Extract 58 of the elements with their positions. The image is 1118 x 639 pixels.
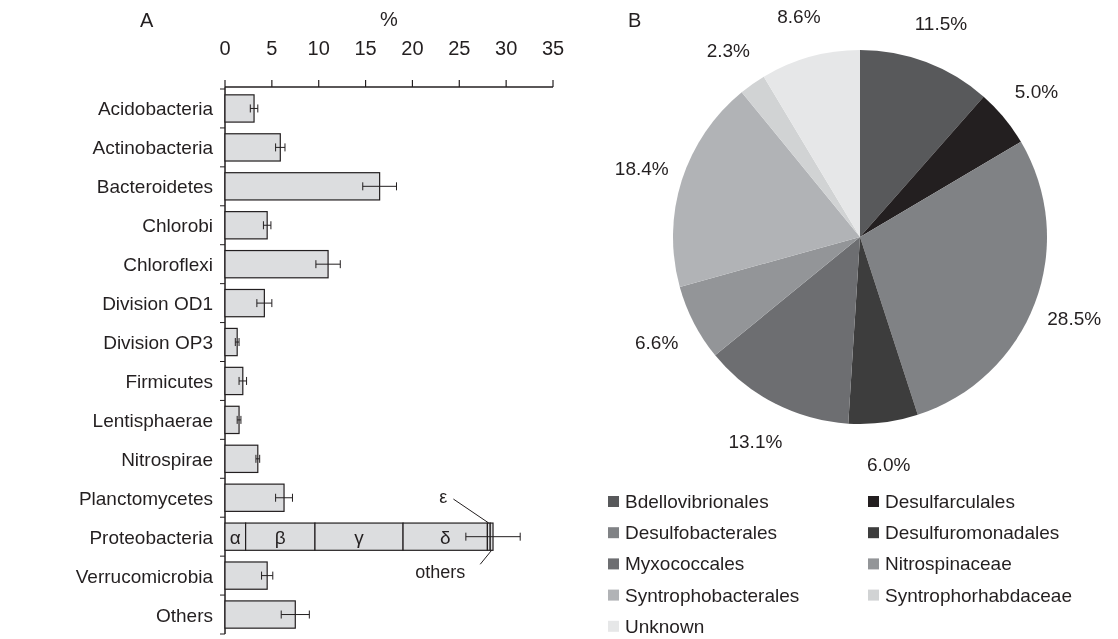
x-tick-label: 35 [541, 37, 565, 59]
data-label: 18.4% [614, 157, 669, 179]
legend-label: Syntrophobacterales [625, 584, 800, 606]
y-tick-label: Actinobacteria [92, 137, 214, 159]
pie-slice [741, 76, 860, 237]
text: ε [439, 487, 448, 508]
data-label: 8.6% [777, 6, 821, 28]
x-tick-label: 30 [495, 37, 518, 59]
chart-title: B [628, 9, 642, 31]
data-label: 11.5% [914, 12, 968, 34]
pie-slice [679, 237, 860, 356]
y-tick-label: Planctomycetes [78, 487, 213, 509]
legend-label: Desulfuromonadales [885, 522, 1060, 544]
legend-label: Unknown [625, 615, 705, 637]
legend-label: Nitrospinaceae [885, 553, 1012, 575]
legend-label: Desulfobacterales [625, 522, 778, 544]
series-label: γ [354, 526, 365, 548]
x-tick-label: 25 [448, 37, 471, 59]
legend-label: Desulfarculales [885, 491, 1015, 512]
pie-slice [860, 96, 1021, 237]
y-tick-label: Nitrospirae [121, 448, 213, 470]
x-tick-label: 10 [307, 37, 330, 59]
data-label: 6.0% [867, 454, 911, 476]
data-label: 2.3% [706, 39, 751, 61]
data-label: 13.1% [728, 430, 783, 452]
y-tick-label: Proteobacteria [89, 526, 214, 548]
x-tick-label: 0 [219, 37, 231, 59]
y-tick-label: Others [155, 604, 213, 626]
pie-slice [673, 92, 860, 287]
x-axis-title: % [380, 8, 399, 30]
legend-label: Myxococcales [625, 553, 745, 575]
y-tick-label: Lentisphaerae [92, 409, 213, 431]
data-label: 6.6% [634, 332, 679, 354]
chart-title: A [140, 9, 154, 31]
y-tick-label: Bacteroidetes [96, 176, 213, 198]
y-tick-label: Division OD1 [102, 293, 213, 315]
legend-label: Syntrophorhabdaceae [885, 584, 1072, 606]
series-label: others [415, 562, 466, 583]
y-tick-label: Chloroflexi [123, 254, 213, 276]
data-label: 28.5% [1047, 307, 1102, 329]
series-label: δ [439, 526, 451, 548]
y-tick-label: Firmicutes [125, 370, 213, 392]
y-tick-label: Chlorobi [142, 215, 213, 237]
data-label: 5.0% [1014, 81, 1059, 103]
legend-label: Bdellovibrionales [625, 491, 769, 512]
series-label: β [274, 526, 286, 548]
y-tick-label: Verrucomicrobia [75, 565, 214, 587]
pie-slice [860, 141, 1047, 415]
pie-slice [763, 50, 860, 237]
y-tick-label: Acidobacteria [97, 98, 214, 120]
pie-slice [848, 237, 918, 424]
series-label: α [229, 526, 241, 548]
x-tick-label: 15 [354, 37, 377, 59]
x-tick-label: 5 [266, 37, 278, 59]
pie-slice [715, 237, 860, 424]
pie-slice [860, 50, 984, 237]
y-tick-label: Division OP3 [103, 332, 213, 354]
x-tick-label: 20 [401, 37, 424, 59]
